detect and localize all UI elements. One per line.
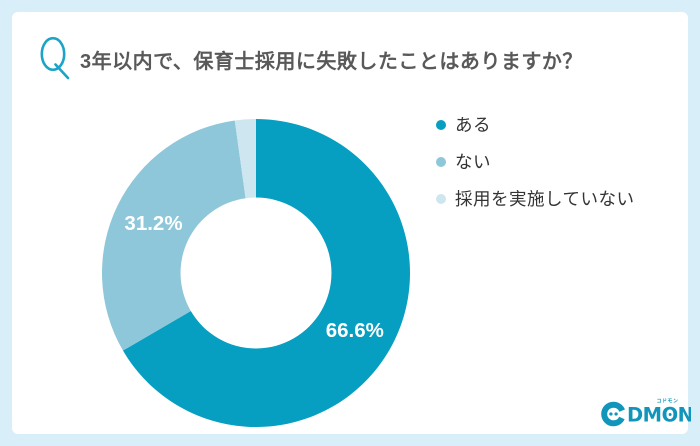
- legend-label: ない: [455, 152, 491, 172]
- donut-segment-ない: [102, 120, 246, 351]
- donut-chart: 66.6% 31.2%: [102, 119, 411, 427]
- legend-label: ある: [455, 115, 491, 135]
- legend-item: ある: [436, 112, 634, 137]
- donut-segment-採用を実施していない: [234, 119, 256, 199]
- legend-color-dot-icon: [436, 193, 446, 204]
- chart-legend: あるない採用を実施していない: [436, 112, 634, 211]
- legend-label: 採用を実施していない: [455, 189, 635, 209]
- legend-item: ない: [436, 149, 634, 174]
- logo-c-face-icon: [601, 401, 626, 427]
- slice-label-ある: 66.6%: [326, 319, 384, 342]
- slice-label-ない: 31.2%: [124, 212, 182, 235]
- legend-color-dot-icon: [436, 119, 446, 130]
- logo-text: DMON: [627, 404, 691, 427]
- donut-chart-region: 66.6% 31.2%: [96, 113, 416, 433]
- logo-o-eyes-icon: [663, 413, 672, 416]
- logo-katakana: コドモン: [656, 399, 678, 405]
- codmon-logo: DMON コドモン: [601, 399, 691, 427]
- donut-segment-ある: [122, 119, 411, 427]
- question-q-icon: [40, 36, 70, 80]
- page-title: 3年以内で、保育士採用に失敗したことはありますか？: [80, 51, 583, 73]
- legend-item: 採用を実施していない: [436, 186, 634, 211]
- legend-color-dot-icon: [436, 156, 446, 167]
- survey-card: 3年以内で、保育士採用に失敗したことはありますか？ 66.6% 31.2% あるな…: [12, 12, 691, 434]
